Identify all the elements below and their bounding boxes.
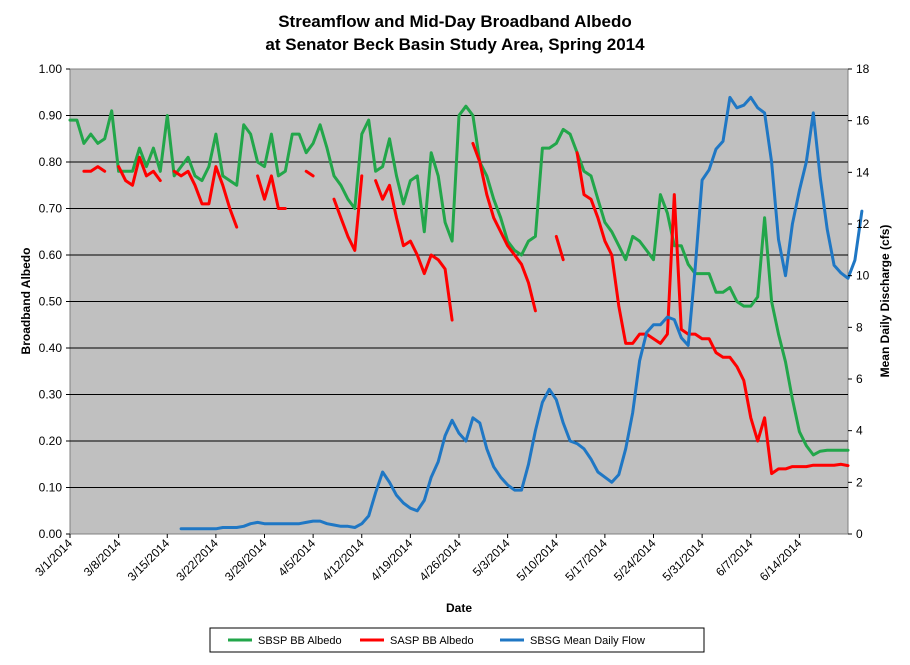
right-tick-label: 2 — [856, 475, 863, 489]
x-tick-label: 4/5/2014 — [275, 536, 318, 579]
series-line-sasp-bb-albedo — [575, 151, 850, 476]
x-tick-label: 5/31/2014 — [660, 536, 708, 584]
left-tick-label: 0.10 — [39, 481, 63, 495]
x-tick-label: 3/15/2014 — [125, 536, 173, 584]
right-tick-label: 16 — [856, 114, 870, 128]
left-tick-label: 1.00 — [39, 62, 63, 76]
series-line-sasp-bb-albedo — [332, 174, 364, 252]
legend-label: SASP BB Albedo — [390, 635, 474, 647]
left-tick-label: 0.80 — [39, 155, 63, 169]
series-line-sasp-bb-albedo — [554, 234, 565, 262]
series-line-sasp-bb-albedo — [82, 165, 107, 173]
series-line-sasp-bb-albedo — [172, 165, 239, 229]
x-tick-label: 4/19/2014 — [368, 536, 416, 584]
right-tick-label: 6 — [856, 372, 863, 386]
x-tick-label: 3/22/2014 — [173, 536, 221, 584]
legend-label: SBSG Mean Daily Flow — [530, 635, 645, 647]
x-axis-ticks: 3/1/2014 3/8/2014 3/15/2014 3/22/2014 3/29/2… — [32, 534, 805, 584]
left-tick-label: 0.90 — [39, 109, 63, 123]
chart-title-line2: at Senator Beck Basin Study Area, Spring… — [265, 35, 645, 54]
series-line-sasp-bb-albedo — [117, 155, 162, 187]
series-line-sasp-bb-albedo — [471, 141, 537, 313]
left-tick-label: 0.00 — [39, 527, 63, 541]
right-tick-label: 14 — [856, 165, 870, 179]
series-line-sasp-bb-albedo — [304, 169, 315, 178]
series-line-sbsg-mean-daily-flow — [179, 95, 864, 531]
right-tick-label: 0 — [856, 527, 863, 541]
y-axis-label-left: Broadband Albedo — [19, 248, 33, 355]
right-tick-label: 10 — [856, 269, 870, 283]
legend-box — [209, 627, 705, 653]
x-tick-label: 3/1/2014 — [32, 536, 75, 579]
right-tick-label: 12 — [856, 217, 870, 231]
y-axis-label-right: Mean Daily Discharge (cfs) — [878, 225, 892, 378]
right-tick-label: 8 — [856, 320, 863, 334]
chart-title-line1: Streamflow and Mid-Day Broadband Albedo — [278, 12, 632, 31]
left-tick-label: 0.30 — [39, 388, 63, 402]
right-axis-ticks: 0 2 4 6 8 10 12 14 16 18 — [848, 62, 870, 541]
x-tick-label: 3/29/2014 — [222, 536, 270, 584]
legend: SBSP BB Albedo SASP BB Albedo SBSG Mean Da… — [209, 627, 705, 653]
x-tick-label: 5/17/2014 — [562, 536, 610, 584]
x-tick-label: 3/8/2014 — [81, 536, 124, 579]
x-tick-label: 4/12/2014 — [319, 536, 367, 584]
series-line-sasp-bb-albedo — [374, 179, 454, 322]
legend-label: SBSP BB Albedo — [258, 635, 342, 647]
series-line-sbsp-bb-albedo — [68, 104, 850, 457]
right-tick-label: 18 — [856, 62, 870, 76]
left-tick-label: 0.60 — [39, 248, 63, 262]
left-tick-label: 0.70 — [39, 202, 63, 216]
x-tick-label: 5/10/2014 — [514, 536, 562, 584]
right-tick-label: 4 — [856, 424, 863, 438]
x-tick-label: 6/7/2014 — [713, 536, 756, 579]
x-tick-label: 6/14/2014 — [757, 536, 805, 584]
x-tick-label: 5/24/2014 — [611, 536, 659, 584]
x-tick-label: 5/3/2014 — [470, 536, 513, 579]
legend-items: SBSP BB Albedo SASP BB Albedo SBSG Mean Da… — [228, 635, 645, 647]
left-tick-label: 0.40 — [39, 341, 63, 355]
x-tick-label: 4/26/2014 — [416, 536, 464, 584]
series-line-sasp-bb-albedo — [256, 174, 287, 210]
left-tick-label: 0.20 — [39, 434, 63, 448]
left-axis-ticks: 0.00 0.10 0.20 0.30 0.40 0.50 0.60 0.70 0.80 0.90… — [39, 62, 70, 541]
x-axis-label: Date — [446, 601, 472, 615]
left-tick-label: 0.50 — [39, 295, 63, 309]
series-layer — [68, 95, 864, 531]
